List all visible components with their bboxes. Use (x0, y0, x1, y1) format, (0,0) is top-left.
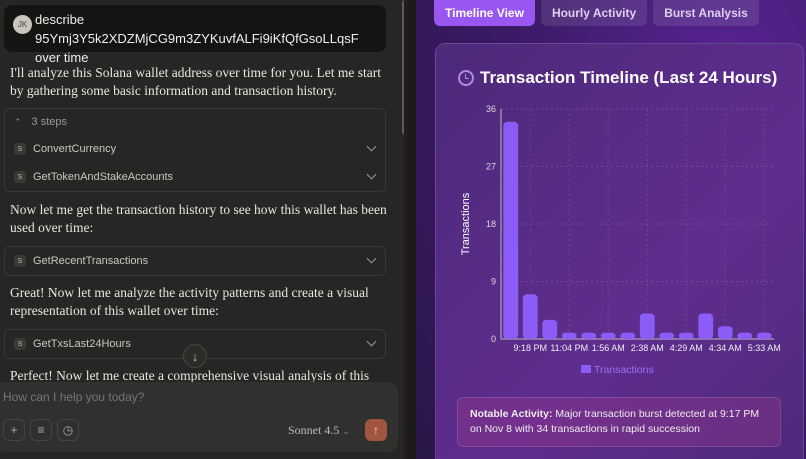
scrollbar[interactable] (402, 0, 404, 135)
card-title-text: Transaction Timeline (Last 24 Hours) (480, 68, 778, 87)
chevron-down-icon (366, 141, 377, 152)
tab-timeline-view[interactable]: Timeline View (434, 0, 535, 26)
send-button[interactable]: ↑ (365, 419, 387, 441)
card-title: Transaction Timeline (Last 24 Hours) (458, 68, 777, 88)
clock-icon (458, 70, 474, 86)
chat-panel: JK describe 95Ymj3Y5k2XDZMjCG9m3ZYKuvfAL… (0, 0, 404, 452)
user-message-text: describe 95Ymj3Y5k2XDZMjCG9m3ZYKuvfALFi9… (35, 12, 359, 65)
x-tick-label: 4:29 AM (670, 343, 703, 353)
arrow-down-icon: ↓ (191, 348, 199, 364)
bar (542, 319, 558, 339)
tool-icon: S (14, 143, 26, 155)
history-button[interactable]: ◷ (57, 419, 79, 441)
bar (600, 332, 616, 339)
timeline-card: Transaction Timeline (Last 24 Hours) 0 9 1… (435, 43, 804, 459)
message-input[interactable] (3, 390, 303, 404)
model-selector[interactable]: Sonnet 4.5 ⌄ (288, 423, 350, 438)
notable-activity-note: Notable Activity: Major transaction burs… (457, 397, 781, 447)
clock-icon: ◷ (62, 423, 74, 437)
tab-hourly-activity[interactable]: Hourly Activity (540, 0, 648, 26)
tool-call-get-recent-transactions[interactable]: S GetRecentTransactions (4, 246, 386, 276)
composer: + ≡ ◷ Sonnet 4.5 ⌄ ↑ (0, 382, 398, 452)
bar (639, 313, 655, 339)
y-tick-label: 18 (486, 219, 496, 229)
tool-name: ConvertCurrency (33, 143, 117, 155)
steps-group: ⌃ 3 steps S ConvertCurrency S GetTokenAndSt… (4, 108, 386, 192)
sliders-icon: ≡ (37, 423, 45, 437)
x-tick-label: 1:56 AM (592, 343, 625, 353)
add-button[interactable]: + (3, 419, 25, 441)
avatar: JK (13, 15, 32, 34)
y-tick-label: 9 (491, 277, 496, 287)
artifact-panel: Timeline View Hourly Activity Burst Anal… (416, 0, 806, 459)
model-name: Sonnet 4.5 (288, 423, 340, 437)
bar (522, 294, 538, 339)
x-tick-label: 5:33 AM (748, 343, 781, 353)
bar (737, 332, 753, 339)
tool-icon: S (14, 338, 26, 350)
tool-name: GetTxsLast24Hours (33, 338, 131, 350)
legend-swatch (581, 365, 591, 373)
tool-name: GetTokenAndStakeAccounts (33, 171, 174, 183)
bar (756, 332, 772, 339)
tool-call-get-token-accounts[interactable]: S GetTokenAndStakeAccounts (5, 163, 385, 191)
assistant-text: Great! Now let me analyze the activity p… (10, 285, 369, 318)
tool-icon: S (14, 171, 26, 183)
transaction-bar-chart: 0 9 18 27 36 Transactions 9:18 PM 11:04 PM 1:56 … (460, 104, 781, 376)
view-tabs: Timeline View Hourly Activity Burst Anal… (434, 0, 759, 26)
chevron-down-icon (366, 169, 377, 180)
assistant-text: I'll analyze this Solana wallet address … (10, 65, 381, 98)
y-tick-label: 27 (486, 162, 496, 172)
steps-label: 3 steps (31, 116, 68, 128)
bar (581, 332, 597, 339)
tools-button[interactable]: ≡ (30, 419, 52, 441)
bar (659, 332, 675, 339)
bar (717, 326, 733, 339)
legend-label: Transactions (594, 364, 654, 376)
tool-name: GetRecentTransactions (33, 255, 149, 267)
tab-burst-analysis[interactable]: Burst Analysis (653, 0, 759, 26)
chevron-down-icon (366, 253, 377, 264)
x-tick-label: 9:18 PM (513, 343, 547, 353)
y-axis-title: Transactions (460, 192, 472, 255)
panel-divider[interactable] (408, 0, 416, 459)
assistant-text: Now let me get the transaction history t… (10, 202, 387, 235)
steps-toggle[interactable]: ⌃ 3 steps (5, 109, 385, 135)
y-tick-label: 0 (491, 334, 496, 344)
bar (620, 332, 636, 339)
tool-icon: S (14, 255, 26, 267)
chevron-down-icon (366, 336, 377, 347)
tool-call-convert-currency[interactable]: S ConvertCurrency (5, 135, 385, 163)
x-tick-label: 11:04 PM (550, 343, 588, 353)
plus-icon: + (10, 423, 18, 437)
bar (698, 313, 714, 339)
chevron-down-icon: ⌄ (342, 426, 350, 436)
bar (678, 332, 694, 339)
user-message: JK describe 95Ymj3Y5k2XDZMjCG9m3ZYKuvfAL… (4, 5, 386, 65)
chevron-up-icon: ⌃ (14, 116, 22, 127)
y-tick-label: 36 (486, 104, 496, 114)
scroll-down-button[interactable]: ↓ (183, 344, 207, 368)
note-label: Notable Activity: (470, 408, 553, 420)
note-text: Major transaction burst detected at 9:17… (470, 408, 760, 435)
bar (503, 121, 519, 340)
bar (561, 332, 577, 339)
arrow-up-icon: ↑ (373, 423, 379, 437)
x-tick-label: 2:38 AM (631, 343, 664, 353)
assistant-text: Perfect! Now let me create a comprehensi… (10, 368, 370, 383)
x-tick-label: 4:34 AM (709, 343, 742, 353)
